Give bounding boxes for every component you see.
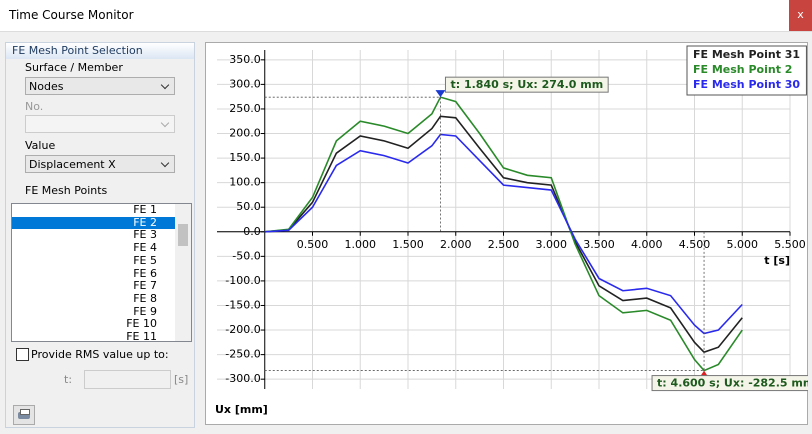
label: FE Mesh Points (25, 184, 108, 197)
list-item[interactable]: FE 7 (133, 279, 157, 293)
y-tick-label: 50.0 (236, 200, 261, 213)
y-tick-label: 250.0 (229, 102, 261, 115)
legend-entry: FE Mesh Point 30 (693, 78, 800, 91)
y-tick-label: -300.0 (225, 372, 260, 385)
series-line (264, 115, 743, 354)
y-tick-label: 200.0 (229, 127, 261, 140)
y-tick-label: -200.0 (225, 323, 260, 336)
surface-select[interactable]: Nodes (25, 77, 175, 95)
y-tick-label: 350.0 (229, 53, 261, 66)
y-tick-label: 300.0 (229, 77, 261, 90)
y-tick-label: 100.0 (229, 176, 261, 189)
x-tick-label: 1.500 (392, 238, 424, 251)
legend-entry: FE Mesh Point 2 (693, 63, 792, 76)
y-tick-label: -150.0 (225, 298, 260, 311)
scrollbar[interactable] (175, 204, 191, 341)
chart: -300.0-250.0-200.0-150.0-100.0-50.00.050… (205, 42, 808, 425)
print-button[interactable] (13, 405, 35, 425)
panel-title: FE Mesh Point Selection (6, 43, 194, 59)
x-tick-label: 3.000 (536, 238, 568, 251)
rms-checkbox[interactable] (16, 348, 29, 361)
list-item[interactable]: FE 1 (133, 203, 157, 216)
x-tick-label: 2.500 (488, 238, 520, 251)
y-tick-label: -100.0 (225, 274, 260, 287)
list-item[interactable]: FE 8 (133, 291, 157, 305)
x-tick-label: 1.000 (345, 238, 377, 251)
list-item[interactable]: FE 10 (126, 317, 157, 331)
list-item[interactable]: FE 9 (133, 304, 157, 318)
chart-frame (205, 42, 808, 425)
y-tick-label: 150.0 (229, 151, 261, 164)
list-item[interactable]: FE 2 (12, 216, 175, 230)
label: No. (25, 100, 44, 113)
x-axis-label: t [s] (764, 254, 790, 267)
x-tick-label: 3.500 (583, 238, 615, 251)
series-line (264, 96, 743, 372)
x-tick-label: 5.000 (727, 238, 759, 251)
label: Value (25, 139, 56, 152)
extreme-marker (435, 90, 446, 98)
legend-box (686, 45, 807, 96)
x-tick-label: 5.500 (774, 238, 806, 251)
annotation-label: t: 4.600 s; Ux: -282.5 mm (657, 377, 808, 390)
label: t: (64, 373, 73, 386)
no-select (25, 115, 175, 133)
legend-entry: FE Mesh Point 31 (693, 48, 800, 61)
list-item[interactable]: FE 3 (133, 228, 157, 242)
list-item[interactable]: FE 4 (133, 241, 157, 255)
y-tick-label: -50.0 (232, 249, 260, 262)
points-list: FE 11 FE 10 FE 9 FE 8 FE 7 FE 6 FE 5 FE 4 FE 3 FE… (11, 203, 192, 342)
label: Provide RMS value up to: (31, 348, 169, 361)
value-select[interactable]: Displacement X (25, 155, 175, 173)
annotation-box (651, 375, 808, 392)
y-axis-label: Ux [mm] (215, 403, 268, 416)
window-title: Time Course Monitor (9, 8, 134, 22)
x-tick-label: 2.000 (440, 238, 472, 251)
y-tick-label: -250.0 (225, 348, 260, 361)
series-line (264, 133, 743, 335)
x-tick-label: 0.500 (297, 238, 329, 251)
list-item[interactable]: FE 11 (126, 330, 157, 342)
scroll-thumb[interactable] (178, 224, 188, 246)
close-button[interactable]: x (789, 0, 812, 31)
list-item[interactable]: FE 6 (133, 266, 157, 280)
t-input (84, 370, 171, 389)
title-bar: Time Course Monitor x (0, 0, 812, 32)
x-tick-label: 4.000 (631, 238, 663, 251)
x-tick-label: 4.500 (679, 238, 711, 251)
label: Surface / Member (25, 61, 123, 74)
label: [s] (174, 373, 189, 386)
guide-line (264, 96, 441, 232)
list-item[interactable]: FE 5 (133, 253, 157, 267)
annotation-label: t: 1.840 s; Ux: 274.0 mm (450, 78, 603, 91)
annotation-box (444, 76, 609, 93)
legend: FE Mesh Point 31 FE Mesh Point 2 FE Mesh P… (686, 45, 807, 96)
